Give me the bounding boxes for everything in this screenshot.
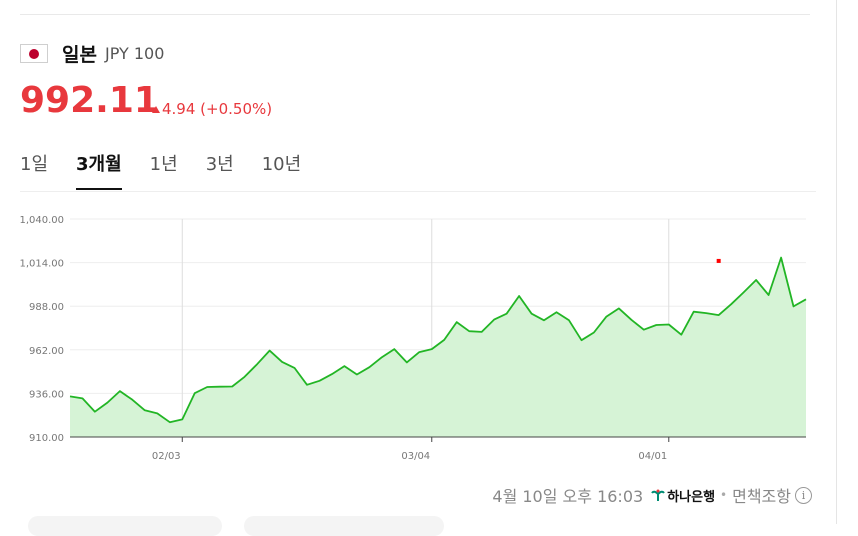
currency-code: JPY 100: [104, 44, 165, 63]
tabs-divider: [20, 191, 816, 192]
currency-name: 일본: [62, 44, 97, 66]
hana-bank-icon: [651, 489, 666, 501]
tab-10y[interactable]: 10년: [261, 154, 302, 175]
y-tick-label: 1,040.00: [19, 215, 64, 226]
tab-1d[interactable]: 1일: [20, 154, 49, 175]
bank-logo: 하나은행: [651, 486, 715, 505]
area-fill: [70, 257, 806, 437]
price-change: 4.94 (+0.50%): [152, 100, 272, 118]
footer: 4월 10일 오후 16:03 하나은행 • 면책조항 i: [492, 483, 812, 507]
y-tick-label: 936.00: [29, 389, 64, 400]
x-tick-label: 02/03: [152, 451, 181, 462]
japan-flag-icon: [20, 44, 48, 63]
currency-header: 일본 JPY 100: [20, 40, 164, 67]
y-tick-label: 988.00: [29, 302, 64, 313]
price-change-value: 4.94 (+0.50%): [162, 100, 273, 118]
info-icon[interactable]: i: [795, 486, 812, 504]
current-price: 992.11: [20, 80, 159, 121]
disclaimer-link[interactable]: 면책조항: [732, 487, 791, 506]
tab-3y[interactable]: 3년: [205, 154, 234, 175]
x-tick-label: 03/04: [401, 451, 430, 462]
tab-3m[interactable]: 3개월: [76, 150, 122, 190]
bottom-card-2[interactable]: [244, 516, 444, 536]
y-tick-label: 962.00: [29, 346, 64, 357]
up-triangle-icon: [152, 105, 160, 113]
y-tick-label: 1,014.00: [19, 259, 64, 270]
right-divider: [836, 0, 837, 524]
bottom-card-1[interactable]: [28, 516, 222, 536]
y-tick-label: 910.00: [29, 433, 64, 444]
x-tick-label: 04/01: [638, 451, 667, 462]
period-tabs: 1일 3개월 1년 3년 10년: [20, 150, 329, 190]
timestamp: 4월 10일 오후 16:03: [492, 487, 644, 506]
highlight-marker: [716, 258, 721, 263]
top-divider: [20, 14, 810, 15]
exchange-rate-chart: 1,040.00 1,014.00 988.00 962.00 936.00 910.00…: [19, 215, 807, 462]
tab-1y[interactable]: 1년: [149, 154, 178, 175]
separator-dot: •: [720, 488, 728, 502]
bank-name: 하나은행: [667, 489, 716, 505]
series-line: [69, 256, 807, 424]
